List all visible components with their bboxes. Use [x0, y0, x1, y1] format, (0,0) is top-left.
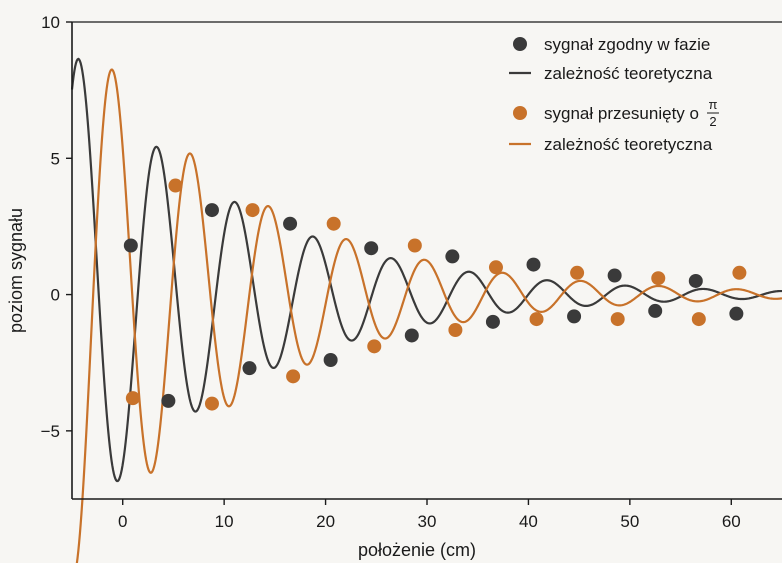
data-point-2-8 — [448, 323, 463, 338]
y-tick-label-3: 10 — [41, 13, 60, 32]
x-tick-label-4: 40 — [519, 512, 538, 531]
data-point-0-11 — [567, 309, 582, 324]
x-tick-label-0: 0 — [118, 512, 127, 531]
data-point-0-5 — [323, 352, 338, 367]
data-point-2-7 — [407, 238, 422, 253]
legend-label-1: zależność teoretyczna — [544, 64, 713, 83]
data-point-2-9 — [488, 260, 503, 275]
data-point-2-5 — [326, 216, 341, 231]
y-tick-label-1: 0 — [51, 286, 60, 305]
data-point-0-7 — [404, 328, 419, 343]
curves-layer — [70, 57, 782, 563]
data-point-0-14 — [688, 273, 703, 288]
theory-curve-3 — [75, 68, 782, 563]
legend-fraction-numerator: π — [708, 97, 717, 112]
y-tick-label-2: 5 — [51, 149, 60, 168]
data-point-2-11 — [570, 265, 585, 280]
x-tick-label-3: 30 — [418, 512, 437, 531]
y-tick-label-0: −5 — [41, 422, 60, 441]
legend-label-3: zależność teoretyczna — [544, 135, 713, 154]
data-point-2-2 — [204, 396, 219, 411]
data-point-0-4 — [283, 216, 298, 231]
x-tick-label-6: 60 — [722, 512, 741, 531]
legend-fraction-denominator: 2 — [709, 114, 716, 129]
data-point-0-3 — [242, 361, 257, 376]
data-point-0-13 — [648, 303, 663, 318]
data-point-0-1 — [161, 393, 176, 408]
data-point-0-6 — [364, 241, 379, 256]
data-point-0-10 — [526, 257, 541, 272]
data-point-2-6 — [367, 339, 382, 354]
data-point-0-2 — [204, 203, 219, 218]
points-layer — [123, 178, 747, 411]
data-point-2-15 — [732, 265, 747, 280]
theory-curve-1 — [70, 57, 782, 483]
data-point-2-14 — [691, 312, 706, 327]
data-point-2-4 — [286, 369, 301, 384]
x-axis-label: położenie (cm) — [358, 540, 476, 560]
x-tick-label-5: 50 — [620, 512, 639, 531]
data-point-2-1 — [168, 178, 183, 193]
data-point-0-9 — [485, 314, 500, 329]
x-tick-label-2: 20 — [316, 512, 335, 531]
legend-label-2: sygnał przesunięty o — [544, 104, 699, 123]
legend-marker-0 — [513, 37, 527, 51]
legend-marker-2 — [513, 106, 527, 120]
data-point-0-0 — [123, 238, 138, 253]
data-point-2-3 — [245, 203, 260, 218]
x-tick-label-1: 10 — [215, 512, 234, 531]
legend-label-0: sygnał zgodny w fazie — [544, 35, 710, 54]
y-axis-label: poziom sygnału — [6, 208, 26, 333]
data-point-0-8 — [445, 249, 460, 264]
data-point-2-10 — [529, 312, 544, 327]
axes: 0 10 20 30 40 50 60 −5 0 5 10 — [41, 13, 782, 531]
data-point-0-12 — [607, 268, 622, 283]
data-point-2-13 — [651, 271, 666, 286]
data-point-2-12 — [610, 312, 625, 327]
data-point-0-15 — [729, 306, 744, 321]
legend: sygnał zgodny w fazie zależność teoretycz… — [509, 35, 719, 154]
data-point-2-0 — [125, 391, 140, 406]
